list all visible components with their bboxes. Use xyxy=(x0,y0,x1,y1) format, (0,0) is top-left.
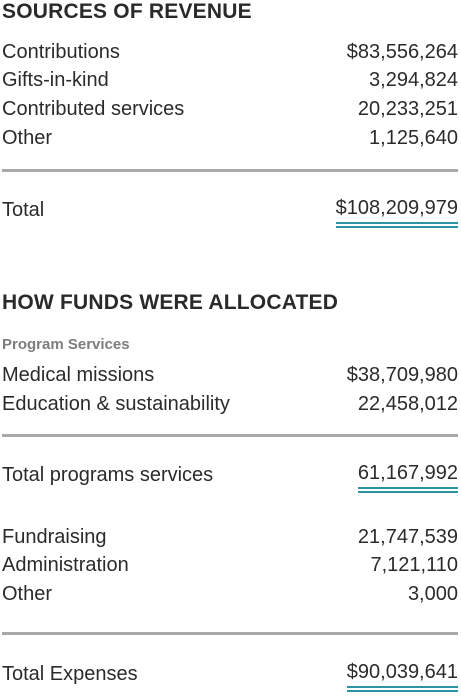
expenses-total-row: Total Expenses $90,039,641 xyxy=(2,660,459,692)
program-row-medical-missions: Medical missions $38,709,980 xyxy=(2,361,458,389)
row-label: Gifts-in-kind xyxy=(2,68,109,91)
allocation-heading: HOW FUNDS WERE ALLOCATED xyxy=(2,291,339,314)
row-value: 3,294,824 xyxy=(369,68,458,91)
total-label: Total Expenses xyxy=(2,662,138,685)
row-value: 3,000 xyxy=(407,582,458,605)
program-services-subheading: Program Services xyxy=(2,336,130,353)
row-value: 7,121,110 xyxy=(370,553,459,576)
revenue-row-gifts-in-kind: Gifts-in-kind 3,294,824 xyxy=(2,66,458,94)
total-value: $108,209,979 xyxy=(335,197,459,228)
row-label: Fundraising xyxy=(2,525,107,548)
expense-row-fundraising: Fundraising 21,747,539 xyxy=(2,523,458,551)
row-value: 21,747,539 xyxy=(357,525,458,548)
revenue-heading: SOURCES OF REVENUE xyxy=(2,0,252,23)
revenue-row-contributions: Contributions $83,556,264 xyxy=(2,38,458,66)
divider xyxy=(2,632,458,635)
row-value: 22,458,012 xyxy=(357,392,458,415)
program-total-row: Total programs services 61,167,992 xyxy=(2,461,459,493)
row-label: Other xyxy=(2,126,53,149)
row-value: 1,125,640 xyxy=(369,126,458,149)
divider xyxy=(2,169,458,172)
row-value: $83,556,264 xyxy=(346,40,458,63)
total-label: Total programs services xyxy=(2,463,214,486)
row-value: 20,233,251 xyxy=(357,97,458,120)
program-row-education: Education & sustainability 22,458,012 xyxy=(2,390,458,418)
total-value: $90,039,641 xyxy=(346,661,459,692)
expense-row-other: Other 3,000 xyxy=(2,580,458,608)
row-value: $38,709,980 xyxy=(346,363,458,386)
row-label: Education & sustainability xyxy=(2,392,230,415)
revenue-row-other: Other 1,125,640 xyxy=(2,124,458,152)
revenue-row-contributed-services: Contributed services 20,233,251 xyxy=(2,95,458,123)
expense-row-administration: Administration 7,121,110 xyxy=(2,551,458,579)
total-label: Total xyxy=(2,198,45,221)
row-label: Medical missions xyxy=(2,363,155,386)
row-label: Administration xyxy=(2,553,129,576)
row-label: Contributions xyxy=(2,40,120,63)
total-value: 61,167,992 xyxy=(357,462,459,493)
row-label: Contributed services xyxy=(2,97,185,120)
revenue-total-row: Total $108,209,979 xyxy=(2,196,459,228)
row-label: Other xyxy=(2,582,53,605)
divider xyxy=(2,434,458,437)
